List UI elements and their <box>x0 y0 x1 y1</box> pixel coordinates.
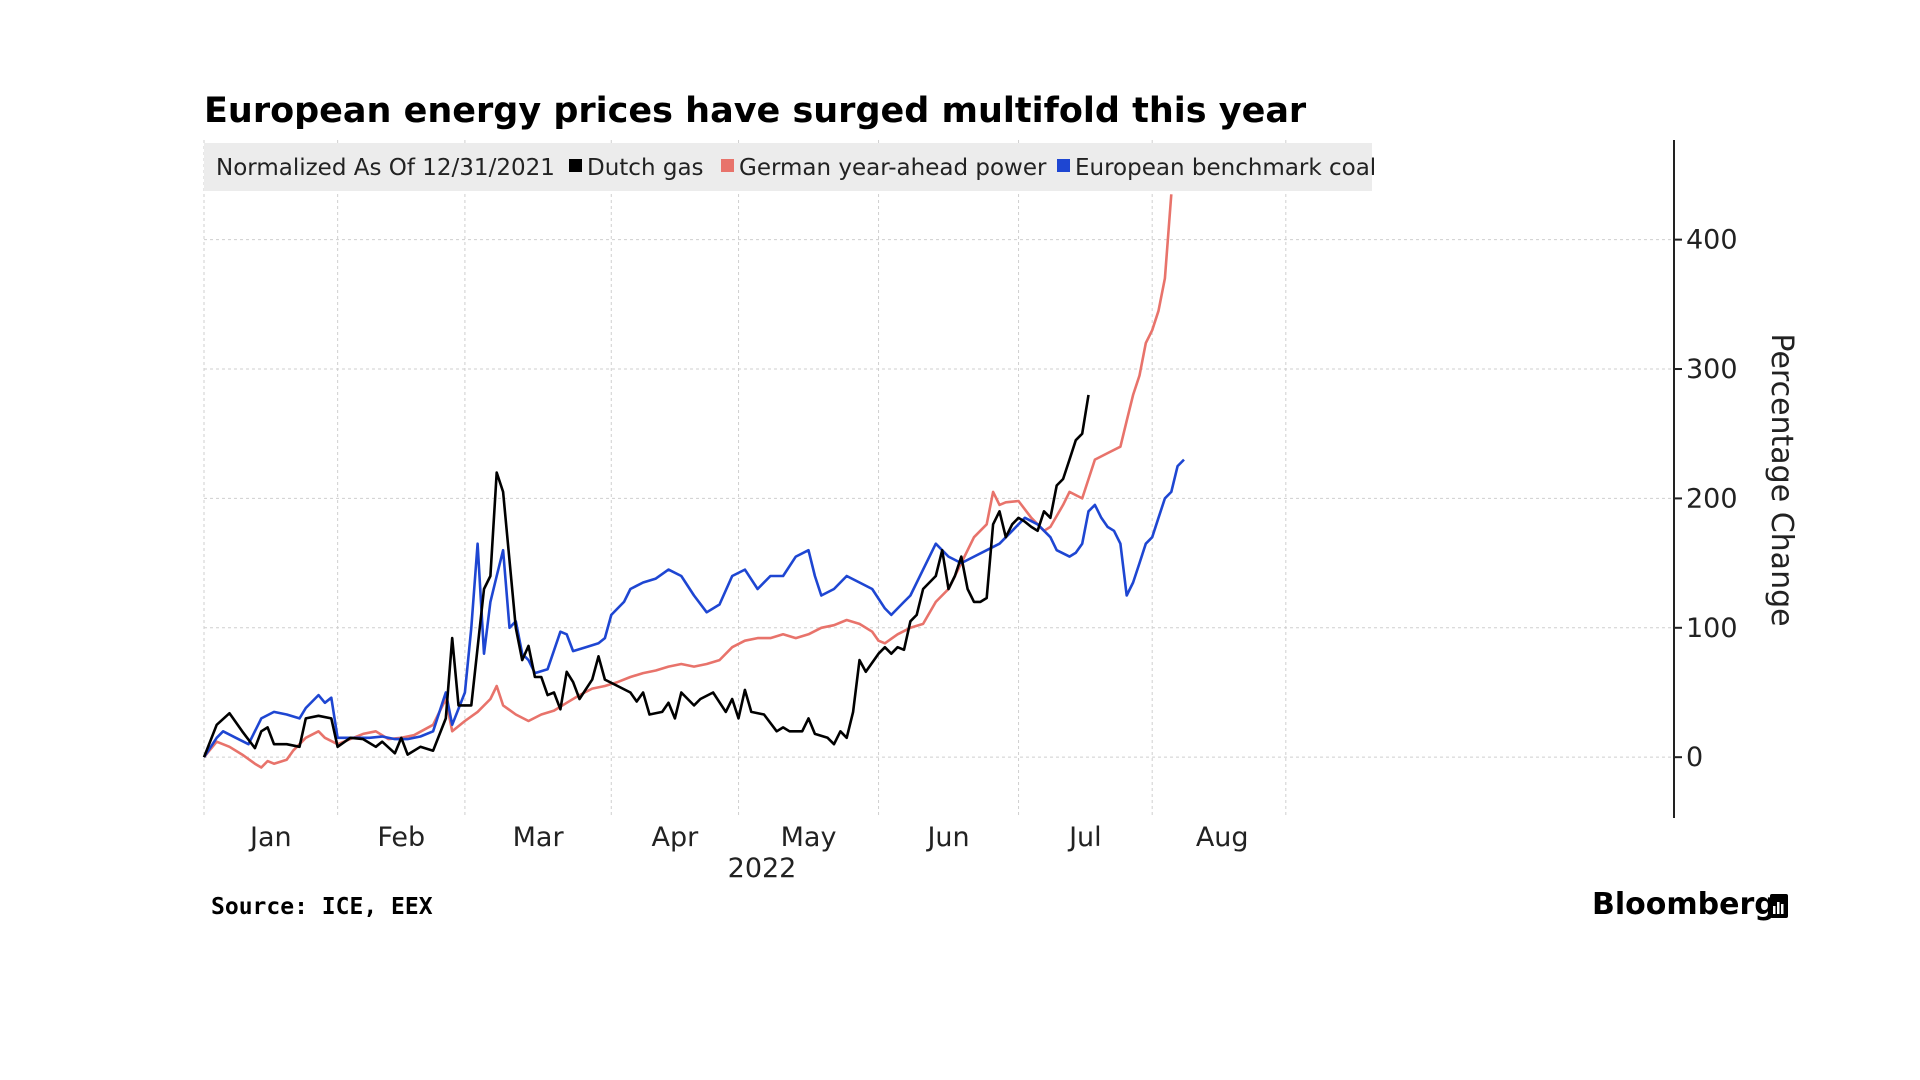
series-line-european-benchmark-coal <box>202 458 1185 758</box>
y-axis-ticks: 0 100 200 300 400 <box>1674 225 1738 773</box>
x-tick-label-feb: Feb <box>377 822 425 853</box>
bloomberg-mark-icon <box>1770 894 1788 918</box>
x-axis-year-label: 2022 <box>728 853 797 884</box>
legend: Normalized As Of 12/31/2021 Dutch gas Ge… <box>216 155 1376 181</box>
chart-title: European energy prices have surged multi… <box>204 91 1307 131</box>
y-tick-label-0: 0 <box>1686 742 1703 773</box>
series-lines <box>202 194 1185 769</box>
legend-label-german-power: German year-ahead power <box>739 155 1047 181</box>
x-tick-label-jul: Jul <box>1067 822 1102 853</box>
x-tick-label-may: May <box>781 822 837 853</box>
series-line-german-year-ahead-power <box>202 194 1173 769</box>
legend-label-dutch-gas: Dutch gas <box>587 155 704 181</box>
y-tick-label-200: 200 <box>1686 483 1738 514</box>
bloomberg-logo: Bloomberg <box>1592 887 1776 922</box>
y-tick-label-100: 100 <box>1686 613 1738 644</box>
x-tick-label-aug: Aug <box>1196 822 1249 853</box>
x-tick-label-apr: Apr <box>652 822 700 853</box>
legend-normalization-note: Normalized As Of 12/31/2021 <box>216 155 555 181</box>
grid <box>203 140 1674 818</box>
x-tick-label-jun: Jun <box>925 822 969 853</box>
y-tick-label-400: 400 <box>1686 225 1738 256</box>
x-tick-label-mar: Mar <box>513 822 565 853</box>
x-tick-label-jan: Jan <box>248 822 292 853</box>
source-note: Source: ICE, EEX <box>211 894 433 920</box>
y-axis-title: Percentage Change <box>1764 333 1799 626</box>
legend-swatch-european-coal <box>1057 159 1070 172</box>
x-axis-ticks: Jan Feb Mar Apr May Jun Jul Aug <box>248 822 1249 853</box>
legend-label-european-coal: European benchmark coal <box>1075 155 1376 181</box>
legend-swatch-german-power <box>721 159 734 172</box>
y-tick-label-300: 300 <box>1686 354 1738 385</box>
legend-swatch-dutch-gas <box>569 159 582 172</box>
series-line-dutch-gas <box>202 394 1090 758</box>
legend-background <box>204 143 1372 191</box>
